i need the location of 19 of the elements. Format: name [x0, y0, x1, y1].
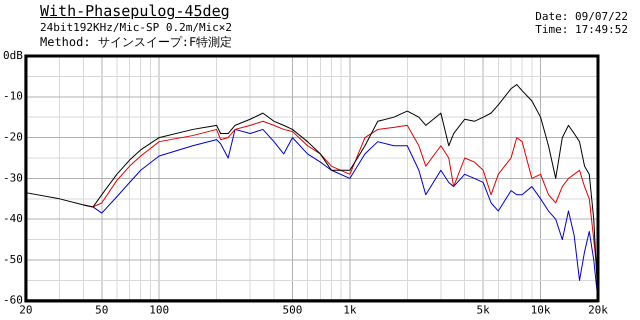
x-tick-label: 100 [149, 303, 170, 316]
y-tick-label: -30 [2, 171, 23, 184]
x-tick-label: 5k [476, 303, 490, 316]
text: Date: 09/07/22 [535, 10, 628, 23]
x-tick-label: 1k [343, 303, 357, 316]
y-tick-label: -20 [2, 130, 23, 144]
chart-title: With-Phasepulog-45deg [40, 2, 230, 20]
x-tick-label: 50 [95, 303, 108, 316]
x-tick-label: 20k [588, 303, 608, 316]
chart-subtitle: 24bit192KHz/Mic-SP 0.2m/Mic×2 [40, 21, 232, 34]
x-tick-label: 500 [282, 303, 302, 316]
y-tick-label: -50 [2, 252, 23, 266]
x-tick-label: 10k [530, 303, 551, 316]
x-tick-label: 20 [19, 303, 32, 316]
text: Time: 17:49:52 [535, 23, 628, 36]
text: Method: サインスイープ:F特測定 [40, 34, 232, 51]
y-tick-label: -40 [2, 212, 23, 226]
y-tick-label: 0dB [2, 48, 24, 62]
y-tick-label: -10 [2, 90, 23, 103]
